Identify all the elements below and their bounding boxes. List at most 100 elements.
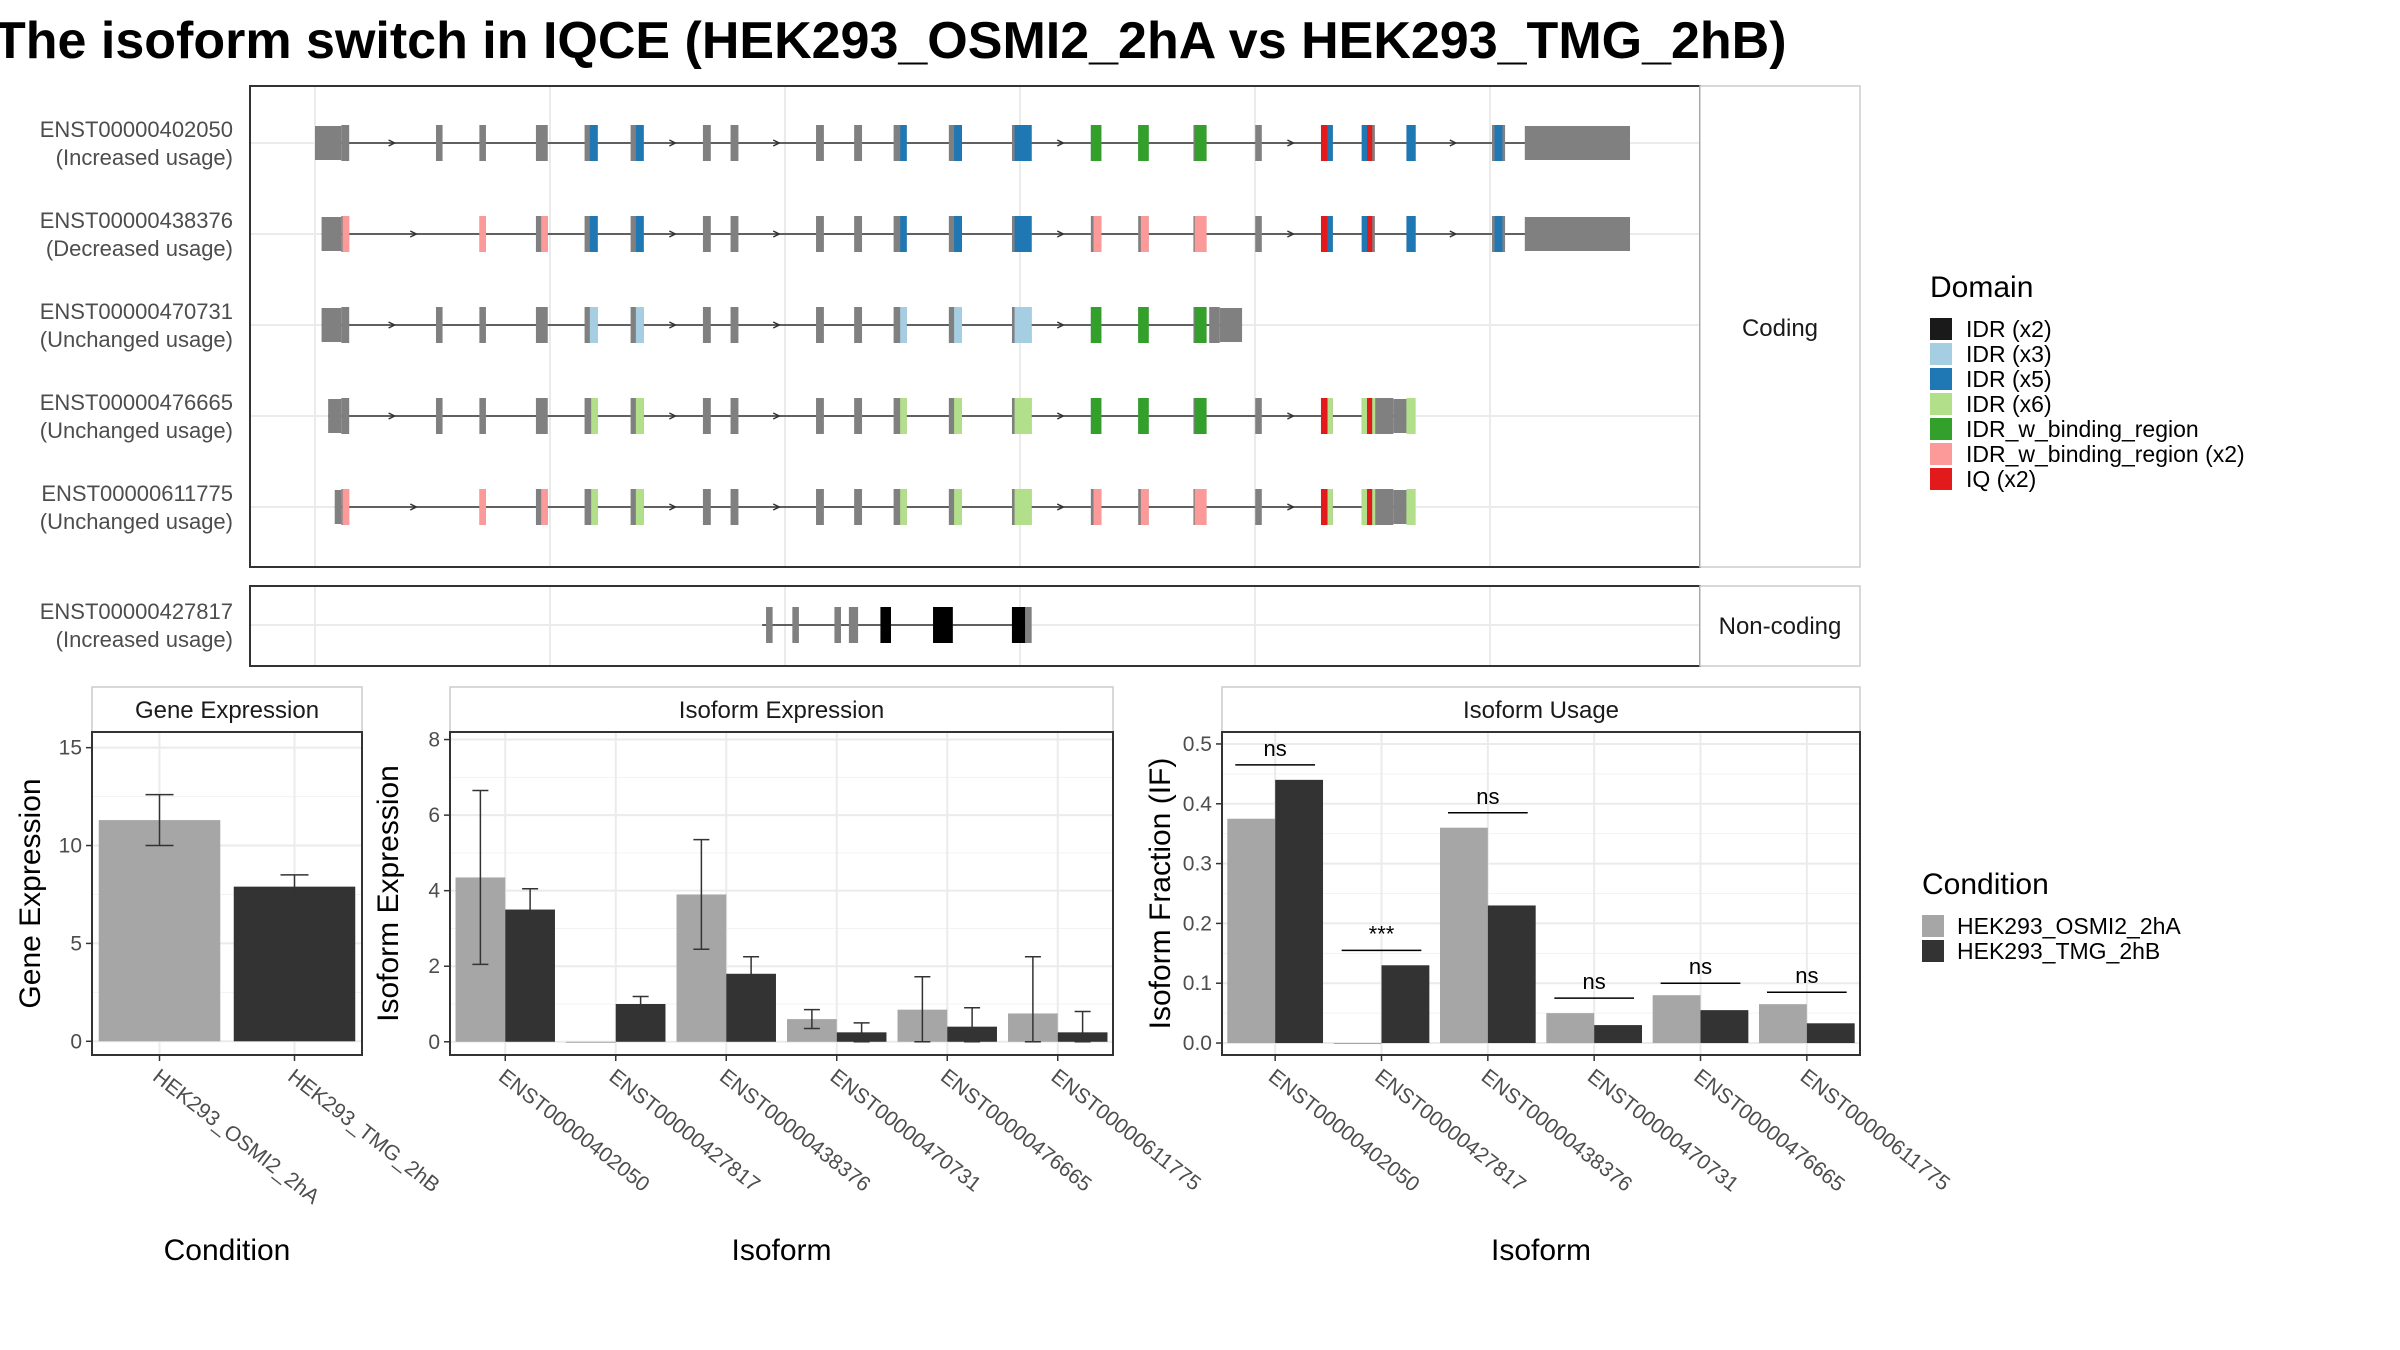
bar-ENST00000402050-HEK293_TMG_2hB xyxy=(1275,779,1324,1044)
bar-ENST00000611775-HEK293_OSMI2_2hA xyxy=(1758,1004,1807,1044)
domain-block xyxy=(1327,216,1333,252)
domain-legend-swatch xyxy=(1930,443,1952,465)
domain-block xyxy=(1361,125,1367,161)
chart-0: Gene Expression051015HEK293_OSMI2_2hAHEK… xyxy=(14,686,444,1267)
chart-1: Isoform Expression02468ENST00000402050EN… xyxy=(372,686,1205,1267)
domain-legend-swatch xyxy=(1930,343,1952,365)
domain-block xyxy=(541,216,548,252)
exon-block xyxy=(435,398,443,434)
exon-block xyxy=(730,398,739,434)
significance-label: ns xyxy=(1476,784,1499,809)
exon-block xyxy=(1255,216,1262,252)
domain-block xyxy=(591,398,598,434)
domain-block xyxy=(1090,307,1102,343)
domain-block xyxy=(1194,307,1207,343)
bar-ENST00000438376-HEK293_OSMI2_2hA xyxy=(1439,827,1488,1044)
x-axis-title: Isoform xyxy=(1491,1234,1591,1267)
domain-block xyxy=(1138,398,1149,434)
exon-block xyxy=(1374,398,1394,434)
significance-label: ns xyxy=(1264,736,1287,761)
utr5-block xyxy=(321,308,342,342)
y-tick-label: 0.3 xyxy=(1183,853,1212,876)
strand-arrow xyxy=(1056,321,1065,329)
domain-block xyxy=(1320,489,1328,525)
domain-block xyxy=(1194,398,1207,434)
domain-legend-label: IDR_w_binding_region (x2) xyxy=(1966,441,2245,467)
error-bar xyxy=(693,838,710,950)
x-axis-title: Isoform xyxy=(731,1234,831,1267)
domain-legend-title: Domain xyxy=(1930,271,2033,304)
utr5-block xyxy=(315,126,342,160)
condition-legend-title: Condition xyxy=(1922,868,2049,901)
x-axis-title: Condition xyxy=(164,1234,291,1267)
domain-block xyxy=(1361,398,1367,434)
transcript-ENST00000427817: ENST00000427817 (Increased usage) xyxy=(40,599,1032,652)
exon-block xyxy=(816,216,824,252)
transcript-id-label: ENST00000438376 xyxy=(40,208,233,233)
y-tick-label: 0 xyxy=(70,1030,82,1053)
domain-block xyxy=(1406,216,1416,252)
domain-block xyxy=(1327,398,1333,434)
domain-legend-swatch xyxy=(1930,468,1952,490)
strand-arrow xyxy=(669,321,678,329)
bar-ENST00000470731-HEK293_OSMI2_2hA xyxy=(1546,1013,1595,1044)
exon-block xyxy=(479,125,486,161)
domain-legend-label: IDR_w_binding_region xyxy=(1966,416,2199,442)
domain-block xyxy=(589,307,598,343)
significance-label: *** xyxy=(1369,921,1395,946)
exon-block xyxy=(1374,489,1394,525)
exon-block xyxy=(702,398,711,434)
domain-legend-label: IDR (x5) xyxy=(1966,366,2052,392)
exon-block xyxy=(730,125,739,161)
strand-arrow xyxy=(388,139,397,147)
strand-arrow xyxy=(1056,412,1065,420)
domain-block xyxy=(1320,216,1328,252)
chart-strip xyxy=(91,686,363,733)
utr3-block xyxy=(1393,399,1407,433)
strand-arrow xyxy=(1287,503,1296,511)
y-tick-label: 2 xyxy=(428,955,440,978)
exon-block xyxy=(341,307,350,343)
error-bar xyxy=(853,1022,870,1043)
exon-block xyxy=(854,489,863,525)
exon-block xyxy=(702,216,711,252)
y-tick-label: 5 xyxy=(70,932,82,955)
bar-ENST00000470731-HEK293_TMG_2hB xyxy=(1594,1025,1643,1044)
exon-block xyxy=(816,489,824,525)
utr3-block xyxy=(1219,308,1243,342)
domain-block xyxy=(479,216,486,252)
exon-block xyxy=(792,607,799,643)
exon-block xyxy=(1209,307,1220,343)
strand-arrow xyxy=(772,139,781,147)
error-bar xyxy=(145,793,174,847)
strand-arrow xyxy=(1287,230,1296,238)
chart-strip xyxy=(449,686,1114,733)
exon-block xyxy=(341,125,350,161)
exon-block xyxy=(834,607,841,643)
domain-block xyxy=(1320,125,1328,161)
y-tick-label: 0.2 xyxy=(1183,912,1212,935)
error-bar xyxy=(743,956,760,992)
transcript-ENST00000611775: ENST00000611775 (Unchanged usage) xyxy=(40,481,1416,534)
domain-legend-label: IDR (x3) xyxy=(1966,341,2052,367)
strand-arrow xyxy=(1449,230,1458,238)
noncoding-exon-block xyxy=(1011,607,1026,643)
domain-block xyxy=(1194,216,1207,252)
error-bar xyxy=(632,995,649,1013)
strand-arrow xyxy=(669,503,678,511)
coding-strip-label: Coding xyxy=(1742,315,1818,342)
plot-frame xyxy=(1221,731,1861,1056)
domain-legend-swatch xyxy=(1930,368,1952,390)
utr5-block xyxy=(328,399,342,433)
domain-block xyxy=(589,125,598,161)
domain-block xyxy=(1090,398,1102,434)
strand-arrow xyxy=(1056,139,1065,147)
exon-block xyxy=(816,307,824,343)
error-bar xyxy=(914,976,931,1043)
transcript-usage-label: (Unchanged usage) xyxy=(40,327,233,352)
plot-frame xyxy=(449,731,1114,1056)
domain-block xyxy=(1361,216,1367,252)
bar-HEK293_OSMI2_2hA xyxy=(98,820,221,1042)
